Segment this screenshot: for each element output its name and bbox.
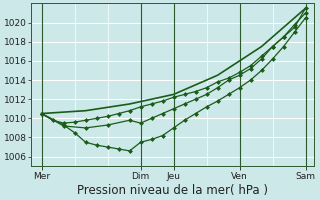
X-axis label: Pression niveau de la mer( hPa ): Pression niveau de la mer( hPa ) <box>77 184 268 197</box>
